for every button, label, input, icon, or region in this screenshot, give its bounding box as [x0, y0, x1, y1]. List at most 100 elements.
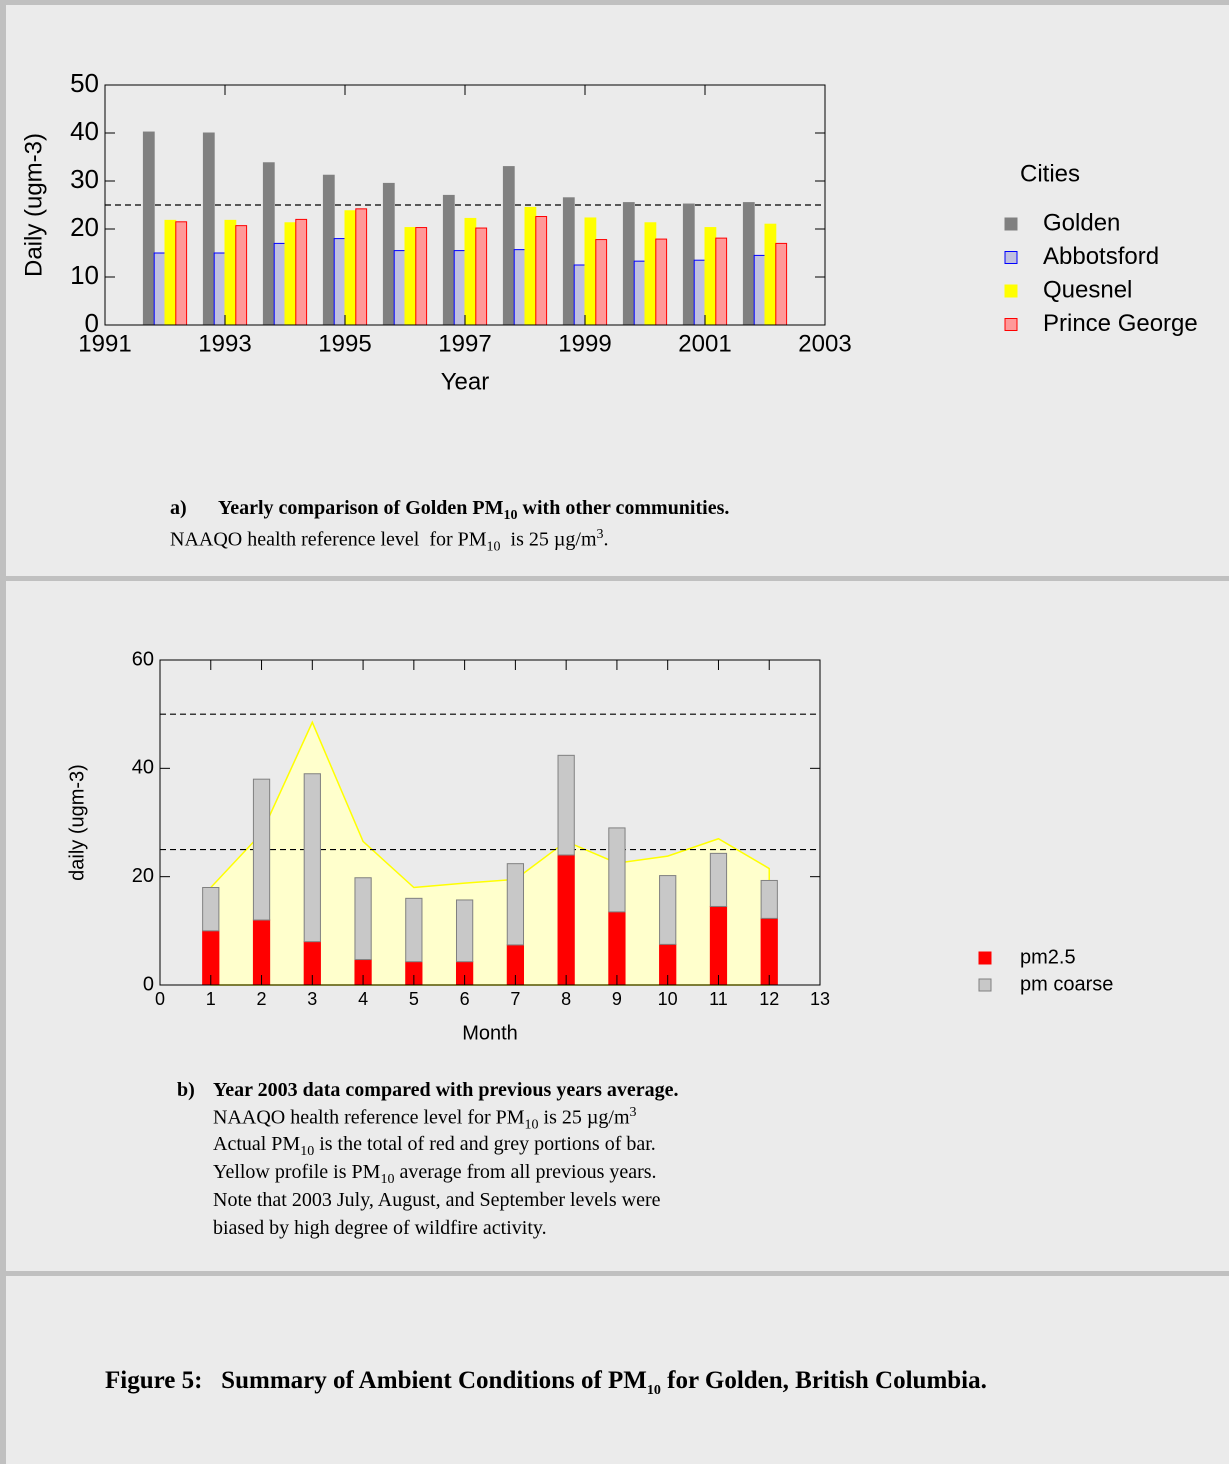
- bar: [153, 252, 166, 326]
- caption-sub: 10: [486, 539, 501, 555]
- legend-swatch: [978, 951, 992, 965]
- caption-sub: 10: [380, 1172, 395, 1187]
- x-tick-label: 10: [658, 989, 678, 1009]
- bar-segment: [557, 854, 575, 986]
- bar-segment: [709, 905, 728, 986]
- caption-text: is 25 µg/m: [538, 1106, 630, 1129]
- caption-text: average from all previous years.: [394, 1161, 657, 1183]
- x-tick-label: 12: [759, 989, 779, 1009]
- y-tick-label: 0: [85, 308, 99, 338]
- bar: [415, 227, 428, 326]
- x-tick-label: 3: [307, 989, 317, 1009]
- bar: [753, 254, 766, 326]
- legend-label: Quesnel: [1043, 276, 1132, 303]
- x-tick-label: 5: [409, 989, 419, 1009]
- legend-label: pm coarse: [1020, 973, 1113, 995]
- bar: [333, 238, 346, 326]
- bar-segment: [608, 827, 626, 913]
- bar: [235, 225, 248, 326]
- bar: [584, 217, 597, 326]
- top-border: [0, 0, 1229, 5]
- caption-line: Note that 2003 July, August, and Septemb…: [213, 1190, 661, 1210]
- caption-sup: 3: [629, 1105, 637, 1120]
- bar: [764, 223, 777, 326]
- bar: [715, 237, 728, 326]
- bar: [573, 264, 586, 326]
- caption-text: for Golden, British Columbia.: [660, 1367, 987, 1394]
- bar-segment: [354, 877, 372, 961]
- caption-label: a): [170, 497, 187, 519]
- bar: [175, 221, 188, 326]
- caption-line: NAAQO health reference level for PM10 is…: [213, 1106, 637, 1133]
- bar-segment: [608, 911, 626, 986]
- caption-title: Year 2003 data compared with previous ye…: [213, 1080, 679, 1100]
- bar: [633, 260, 646, 326]
- caption-line: Yellow profile is PM10 average from all …: [213, 1162, 657, 1187]
- caption-text: Actual PM: [213, 1133, 301, 1155]
- legend-swatch: [1004, 251, 1018, 264]
- caption-text: Yearly comparison of Golden PM: [218, 497, 504, 519]
- legend-label: Abbotsford: [1043, 243, 1159, 270]
- caption-text: NAAQO health reference level for PM: [170, 528, 487, 551]
- caption-text: Year 2003 data compared with previous ye…: [213, 1079, 679, 1101]
- bar-segment: [557, 754, 575, 856]
- caption-label: b): [177, 1079, 195, 1101]
- caption-line: Actual PM10 is the total of red and grey…: [213, 1134, 656, 1159]
- x-tick-label: 11: [709, 989, 728, 1009]
- bar: [404, 227, 417, 326]
- legend-label: Golden: [1043, 209, 1120, 236]
- caption-text: NAAQO health reference level for PM: [213, 1106, 525, 1129]
- bar: [682, 203, 695, 326]
- x-tick-label: 0: [155, 989, 165, 1009]
- x-tick-label: 6: [460, 989, 470, 1009]
- bar: [524, 206, 537, 326]
- bar-segment: [202, 887, 220, 932]
- x-tick-label: 13: [810, 989, 830, 1009]
- x-tick-label: 2001: [678, 331, 731, 358]
- x-tick-label: 7: [510, 989, 520, 1009]
- bar: [355, 208, 368, 326]
- bar: [164, 219, 177, 326]
- legend-swatch: [1004, 217, 1018, 231]
- area: [210, 720, 770, 986]
- x-axis-label: Month: [462, 1022, 518, 1044]
- bar: [273, 242, 286, 326]
- legend-label: pm2.5: [1020, 946, 1076, 968]
- caption-text: Note that 2003 July, August, and Septemb…: [213, 1189, 661, 1211]
- caption-line: biased by high degree of wildfire activi…: [213, 1218, 547, 1238]
- x-tick-label: 1997: [438, 331, 491, 358]
- bar: [622, 202, 635, 326]
- bar: [344, 210, 357, 326]
- y-tick-label: 0: [143, 973, 154, 995]
- y-axis-label: daily (ugm-3): [66, 764, 88, 881]
- x-tick-label: 2: [257, 989, 267, 1009]
- bar: [202, 132, 215, 326]
- y-tick-label: 30: [70, 164, 99, 194]
- legend-swatch: [1004, 318, 1018, 331]
- bar: [475, 227, 488, 326]
- bar: [693, 259, 706, 326]
- bar: [442, 194, 455, 326]
- figure-caption: Figure 5: Summary of Ambient Conditions …: [105, 1368, 987, 1398]
- legend-label: Prince George: [1043, 310, 1198, 337]
- x-tick-label: 9: [612, 989, 622, 1009]
- bar: [322, 174, 335, 326]
- separator: [0, 576, 1229, 581]
- bar: [464, 217, 477, 326]
- caption-line: NAAQO health reference level for PM10 is…: [170, 528, 609, 555]
- bar: [382, 182, 395, 326]
- bar: [644, 222, 657, 326]
- x-tick-label: 8: [561, 989, 571, 1009]
- caption-sub: 10: [524, 1117, 539, 1133]
- bar: [562, 197, 575, 326]
- y-tick-label: 60: [132, 648, 154, 670]
- bar-segment: [303, 773, 321, 943]
- bar: [213, 252, 226, 326]
- caption-sub: 10: [300, 1144, 315, 1159]
- bar-segment: [659, 875, 677, 945]
- bar: [224, 219, 237, 326]
- bar: [535, 216, 548, 326]
- bar: [295, 218, 308, 326]
- y-tick-label: 40: [70, 116, 99, 146]
- x-tick-label: 1993: [198, 331, 251, 358]
